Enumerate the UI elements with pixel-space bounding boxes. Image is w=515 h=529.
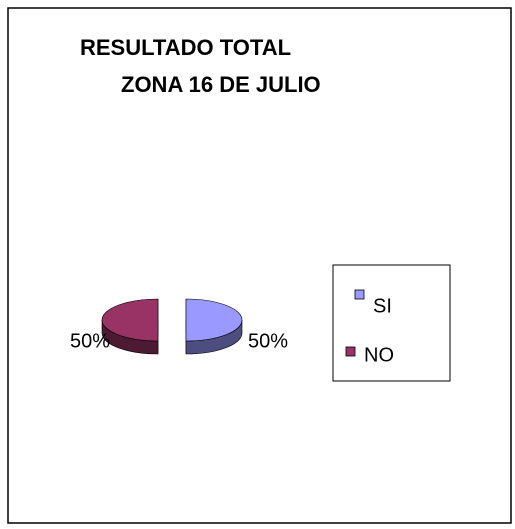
legend-swatch <box>345 346 356 357</box>
chart-title: RESULTADO TOTAL <box>80 35 291 60</box>
slice-top <box>101 298 159 342</box>
legend-swatch <box>354 289 365 300</box>
chart-title: ZONA 16 DE JULIO <box>121 72 321 97</box>
pie-slice <box>101 298 159 355</box>
legend-box <box>332 264 451 382</box>
legend-label: NO <box>364 344 394 366</box>
data-label: 50% <box>70 330 110 352</box>
legend-label: SI <box>373 295 392 317</box>
data-label: 50% <box>248 330 288 352</box>
slice-top <box>185 298 243 342</box>
pie-slice <box>185 298 243 355</box>
